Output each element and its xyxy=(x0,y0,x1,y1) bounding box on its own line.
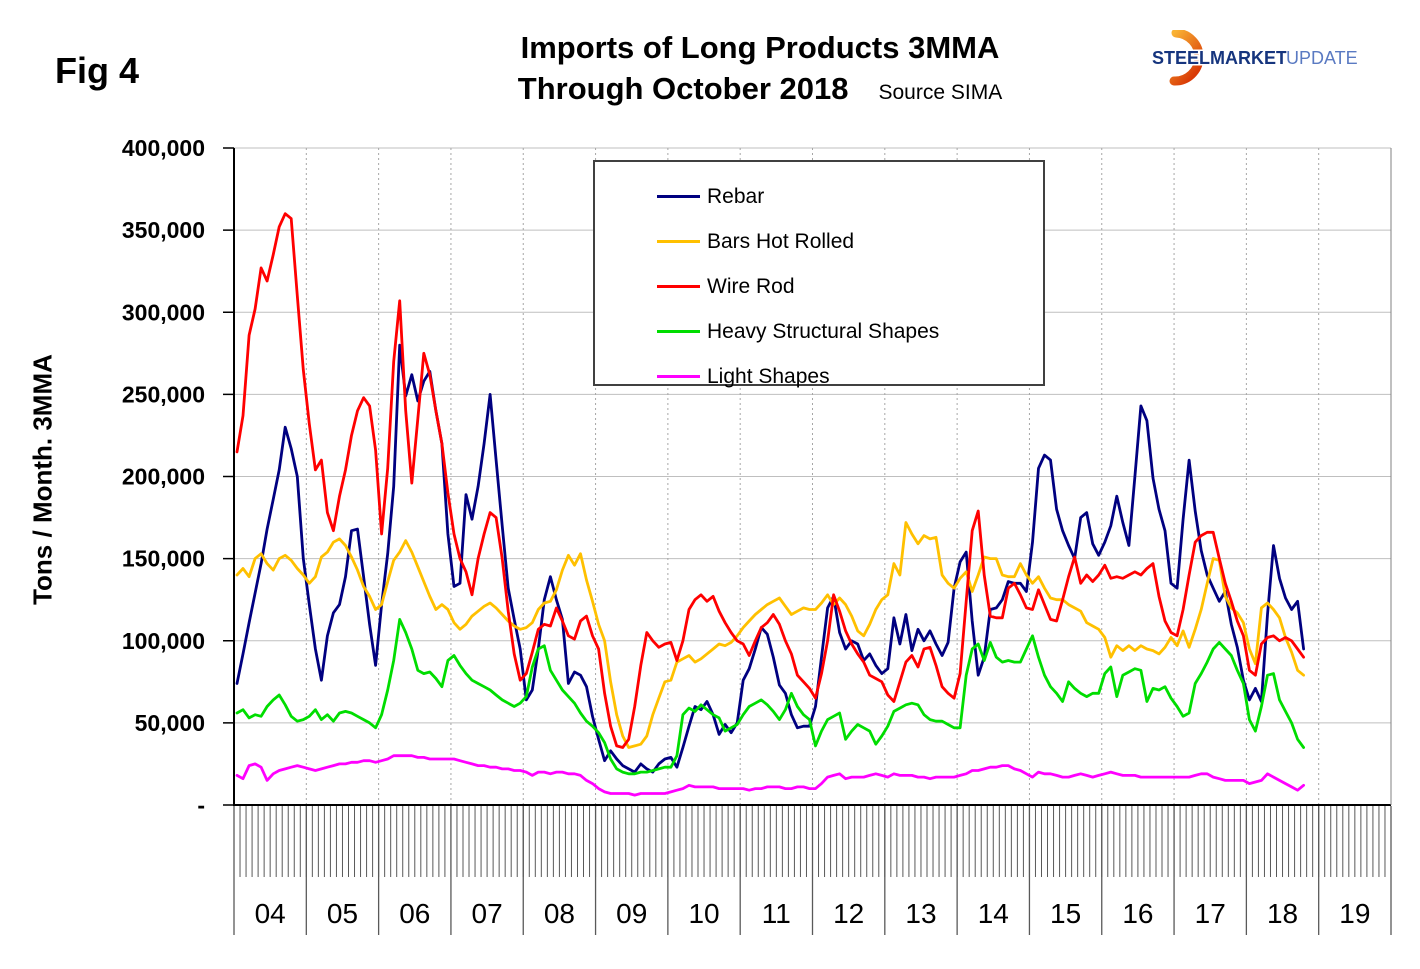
y-tick-label: 100,000 xyxy=(122,628,205,654)
legend-label: Bars Hot Rolled xyxy=(707,229,855,253)
legend: Rebar Bars Hot Rolled Wire Rod Heavy Struct… xyxy=(593,160,1045,388)
x-year-label: 18 xyxy=(1267,898,1298,929)
legend-line-sample xyxy=(657,375,700,378)
x-year-label: 16 xyxy=(1122,898,1153,929)
y-tick-label: 200,000 xyxy=(122,464,205,490)
chart-source: Source SIMA xyxy=(878,80,1003,104)
series-line-bars-hot-rolled xyxy=(235,521,1305,749)
x-year-label: 08 xyxy=(544,898,575,929)
series-line-rebar xyxy=(235,343,1305,774)
x-year-label: 14 xyxy=(978,898,1009,929)
legend-label: Light Shapes xyxy=(707,364,830,388)
x-year-label: 17 xyxy=(1195,898,1226,929)
legend-item: Rebar xyxy=(595,174,1043,219)
figure-number: Fig 4 xyxy=(55,50,140,91)
series-line-wire-rod xyxy=(235,212,1305,749)
legend-line-sample xyxy=(657,240,700,243)
y-tick-label: 400,000 xyxy=(122,135,205,161)
x-year-label: 06 xyxy=(399,898,430,929)
chart-title-block: Imports of Long Products 3MMA Through Oc… xyxy=(400,26,1120,107)
chart-title-line2: Through October 2018 xyxy=(517,70,849,106)
x-year-label: 12 xyxy=(833,898,864,929)
series-line-heavy-structural-shapes xyxy=(235,618,1305,776)
x-year-label: 19 xyxy=(1339,898,1370,929)
legend-item: Bars Hot Rolled xyxy=(595,219,1043,264)
legend-item: Light Shapes xyxy=(595,354,1043,399)
x-year-label: 13 xyxy=(905,898,936,929)
x-year-label: 10 xyxy=(688,898,719,929)
y-tick-label: 50,000 xyxy=(135,710,205,736)
legend-line-sample xyxy=(657,285,700,288)
x-year-label: 07 xyxy=(472,898,503,929)
legend-label: Heavy Structural Shapes xyxy=(707,319,940,343)
y-tick-label: 350,000 xyxy=(122,217,205,243)
x-year-label: 04 xyxy=(255,898,286,929)
legend-label: Wire Rod xyxy=(707,274,795,298)
x-year-label: 11 xyxy=(762,898,791,929)
logo-steel: STEEL xyxy=(1152,48,1210,68)
x-year-label: 09 xyxy=(616,898,647,929)
logo-swoosh-icon xyxy=(1169,28,1204,86)
x-year-label: 15 xyxy=(1050,898,1081,929)
y-tick-label: - xyxy=(197,792,205,818)
x-year-label: 05 xyxy=(327,898,358,929)
legend-item: Wire Rod xyxy=(595,264,1043,309)
legend-label: Rebar xyxy=(707,184,765,208)
y-tick-label: 150,000 xyxy=(122,546,205,572)
legend-item: Heavy Structural Shapes xyxy=(595,309,1043,354)
series-line-light-shapes xyxy=(235,754,1305,797)
logo-market: MARKET xyxy=(1210,48,1287,68)
smu-logo: STEEL MARKET UPDATE xyxy=(1144,28,1359,88)
legend-line-sample xyxy=(657,195,700,198)
legend-line-sample xyxy=(657,330,700,333)
logo-update: UPDATE xyxy=(1286,48,1358,68)
chart-title-line1: Imports of Long Products 3MMA xyxy=(520,30,1000,65)
y-tick-label: 300,000 xyxy=(122,299,205,325)
y-tick-label: 250,000 xyxy=(122,381,205,407)
